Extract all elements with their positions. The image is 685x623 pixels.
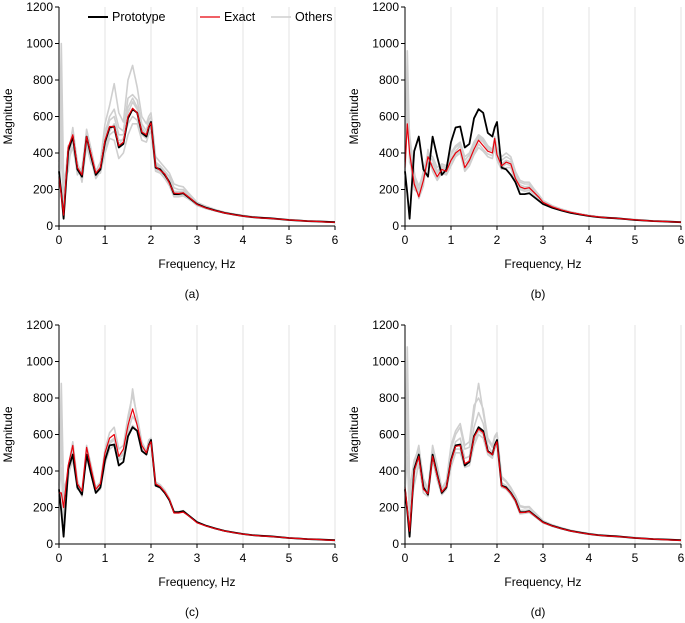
y-tick-label: 600 <box>33 428 53 442</box>
panel-caption: (d) <box>531 605 546 619</box>
legend-label: Exact <box>224 10 256 24</box>
exact-series-line <box>59 408 336 541</box>
y-tick-label: 800 <box>379 73 399 87</box>
y-tick-label: 400 <box>379 146 399 160</box>
x-tick-label: 0 <box>56 233 63 247</box>
y-tick-label: 400 <box>379 464 399 478</box>
y-tick-label: 1200 <box>372 0 399 14</box>
y-tick-label: 600 <box>379 110 399 124</box>
x-tick-label: 4 <box>586 233 593 247</box>
x-axis-label: Frequency, Hz <box>158 575 235 589</box>
y-tick-label: 0 <box>392 219 399 233</box>
x-tick-label: 5 <box>286 551 293 565</box>
y-axis-label: Magnitude <box>1 406 15 462</box>
x-tick-label: 6 <box>678 551 685 565</box>
chart-panel: 0 1 2 3 4 5 6 0 200 400 600 800 1000 1200 Frequency, H… <box>1 318 339 619</box>
y-tick-label: 400 <box>33 146 53 160</box>
y-tick-label: 200 <box>33 501 53 515</box>
x-tick-label: 2 <box>148 551 155 565</box>
panel-caption: (c) <box>185 605 199 619</box>
x-tick-label: 5 <box>632 551 639 565</box>
chart-panel: 0 1 2 3 4 5 6 0 200 400 600 800 1000 1200 Frequency, H… <box>1 0 339 301</box>
exact-series-line <box>58 107 336 223</box>
y-tick-label: 1000 <box>372 37 399 51</box>
y-tick-label: 1000 <box>372 355 399 369</box>
y-tick-label: 1200 <box>26 0 53 14</box>
y-tick-label: 800 <box>379 391 399 405</box>
x-tick-label: 6 <box>678 233 685 247</box>
y-tick-label: 0 <box>392 537 399 551</box>
x-tick-label: 0 <box>402 233 409 247</box>
y-axis-label: Magnitude <box>347 406 361 462</box>
x-tick-label: 2 <box>494 551 501 565</box>
exact-series-line <box>404 123 682 223</box>
x-tick-label: 6 <box>332 551 339 565</box>
x-tick-label: 2 <box>148 233 155 247</box>
chart-panel: 0 1 2 3 4 5 6 0 200 400 600 800 1000 1200 Frequency, H… <box>347 318 685 619</box>
y-tick-label: 0 <box>46 537 53 551</box>
x-tick-label: 1 <box>102 233 109 247</box>
x-tick-label: 5 <box>632 233 639 247</box>
x-axis-label: Frequency, Hz <box>504 575 581 589</box>
y-tick-label: 1200 <box>372 318 399 332</box>
y-tick-label: 600 <box>33 110 53 124</box>
legend-label: Prototype <box>112 10 166 24</box>
panel-caption: (a) <box>185 287 200 301</box>
y-tick-label: 600 <box>379 428 399 442</box>
y-tick-label: 0 <box>46 219 53 233</box>
y-axis-label: Magnitude <box>347 88 361 144</box>
x-axis-label: Frequency, Hz <box>158 257 235 271</box>
x-tick-label: 3 <box>540 233 547 247</box>
panel-caption: (b) <box>531 287 546 301</box>
y-tick-label: 200 <box>379 501 399 515</box>
y-tick-label: 1000 <box>26 37 53 51</box>
x-tick-label: 5 <box>286 233 293 247</box>
x-tick-label: 4 <box>240 551 247 565</box>
y-tick-label: 1000 <box>26 355 53 369</box>
x-tick-label: 0 <box>56 551 63 565</box>
x-tick-label: 0 <box>402 551 409 565</box>
y-axis-label: Magnitude <box>1 88 15 144</box>
y-tick-label: 200 <box>33 183 53 197</box>
x-tick-label: 1 <box>448 233 455 247</box>
y-tick-label: 1200 <box>26 318 53 332</box>
x-tick-label: 3 <box>194 551 201 565</box>
legend: Prototype Exact Others <box>88 10 333 24</box>
x-axis-label: Frequency, Hz <box>504 257 581 271</box>
y-tick-label: 800 <box>33 391 53 405</box>
x-tick-label: 4 <box>586 551 593 565</box>
y-tick-label: 800 <box>33 73 53 87</box>
x-tick-label: 3 <box>194 233 201 247</box>
x-tick-label: 1 <box>448 551 455 565</box>
x-tick-label: 6 <box>332 233 339 247</box>
x-tick-label: 3 <box>540 551 547 565</box>
exact-series-line <box>404 428 682 541</box>
legend-label: Others <box>295 10 333 24</box>
y-tick-label: 200 <box>379 183 399 197</box>
x-tick-label: 4 <box>240 233 247 247</box>
x-tick-label: 1 <box>102 551 109 565</box>
chart-panel: 0 1 2 3 4 5 6 0 200 400 600 800 1000 1200 Frequency, H… <box>347 0 685 301</box>
x-tick-label: 2 <box>494 233 501 247</box>
y-tick-label: 400 <box>33 464 53 478</box>
